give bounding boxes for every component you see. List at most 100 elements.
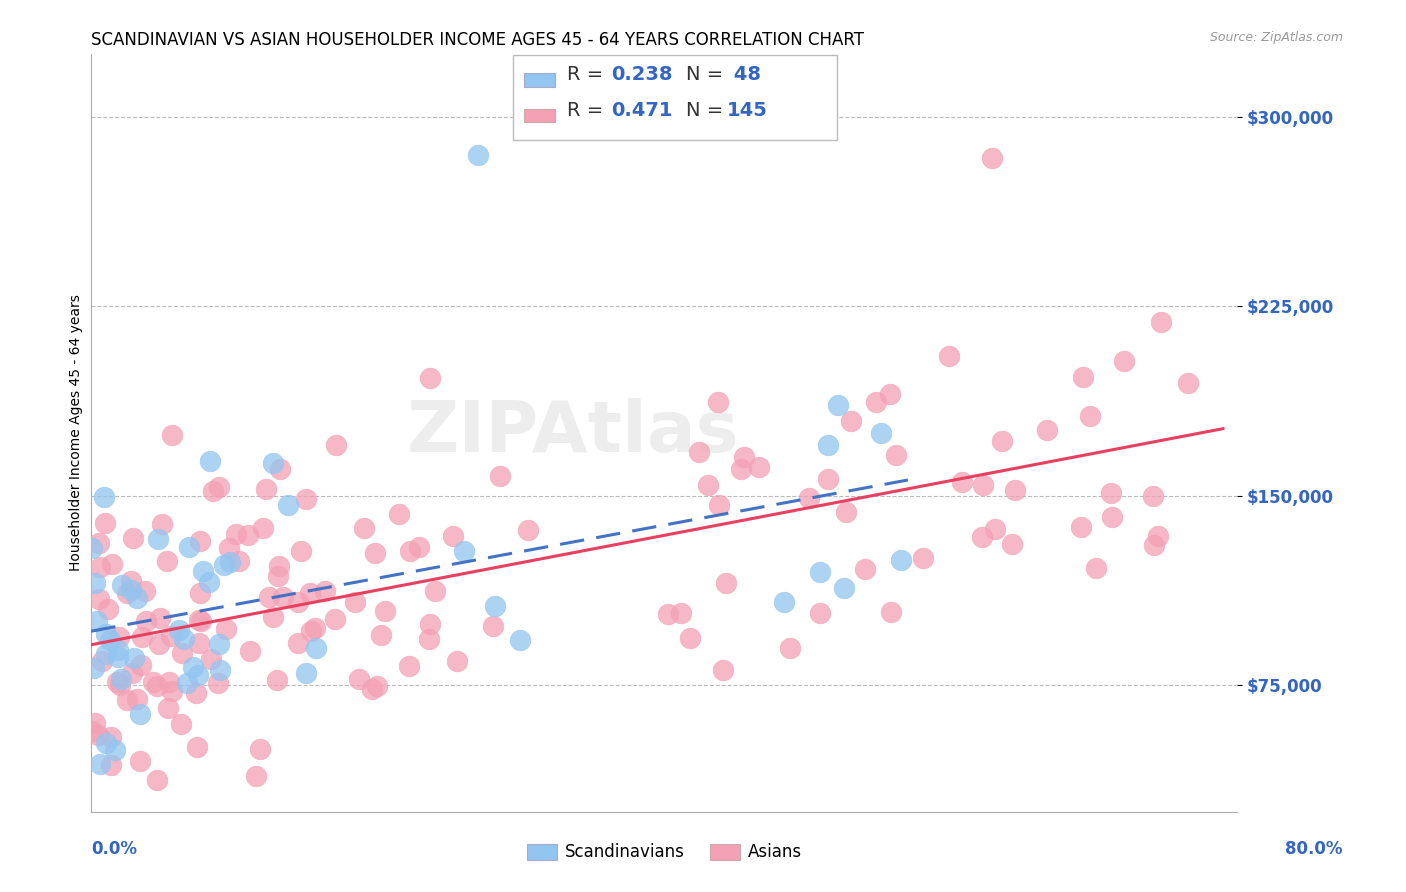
Point: [188, 636, 211, 650]
Point: [257, 591, 280, 605]
Point: [110, 672, 132, 686]
Point: [305, 640, 328, 655]
Point: [657, 607, 679, 621]
Point: [349, 673, 371, 687]
Point: [271, 590, 294, 604]
Point: [482, 619, 505, 633]
Point: [277, 498, 299, 512]
Point: [1112, 354, 1135, 368]
Point: [98, 633, 121, 648]
Point: [122, 651, 145, 665]
Point: [484, 599, 506, 613]
Point: [218, 556, 240, 570]
Point: [160, 684, 183, 698]
Point: [950, 475, 973, 489]
Point: [94, 627, 117, 641]
Text: 0.0%: 0.0%: [91, 840, 138, 858]
Point: [295, 492, 318, 507]
Point: [156, 554, 179, 568]
Point: [361, 681, 384, 696]
Point: [267, 559, 290, 574]
Point: [208, 638, 231, 652]
Point: [249, 742, 271, 756]
Point: [104, 743, 127, 757]
Point: [1177, 376, 1199, 390]
Point: [169, 717, 191, 731]
Point: [707, 395, 730, 409]
Point: [314, 583, 336, 598]
Text: 145: 145: [727, 101, 768, 120]
Point: [173, 632, 195, 647]
Point: [467, 147, 489, 161]
Point: [176, 675, 198, 690]
Point: [96, 647, 118, 661]
Text: 0.238: 0.238: [612, 65, 673, 85]
Point: [269, 462, 291, 476]
Point: [827, 398, 849, 412]
Point: [100, 758, 122, 772]
Point: [93, 490, 115, 504]
Point: [142, 674, 165, 689]
Point: [160, 629, 183, 643]
Point: [146, 679, 169, 693]
Point: [188, 613, 211, 627]
Point: [733, 450, 755, 464]
Point: [129, 754, 152, 768]
Point: [1070, 520, 1092, 534]
Point: [325, 438, 347, 452]
Point: [419, 371, 441, 385]
Point: [835, 504, 858, 518]
Point: [1146, 528, 1168, 542]
Point: [134, 583, 156, 598]
Point: [149, 610, 172, 624]
Point: [91, 654, 114, 668]
Point: [1099, 486, 1122, 500]
Point: [170, 646, 193, 660]
Point: [135, 614, 157, 628]
Point: [366, 679, 388, 693]
Point: [87, 728, 110, 742]
Point: [707, 498, 730, 512]
Point: [1004, 483, 1026, 497]
Text: N =: N =: [686, 101, 730, 120]
Point: [884, 448, 907, 462]
Point: [991, 434, 1014, 449]
Point: [509, 632, 531, 647]
Point: [1142, 490, 1164, 504]
Point: [679, 631, 702, 645]
Point: [86, 614, 108, 628]
Point: [187, 667, 209, 681]
Point: [218, 541, 240, 555]
Point: [374, 604, 396, 618]
Text: Source: ZipAtlas.com: Source: ZipAtlas.com: [1209, 31, 1343, 45]
Point: [398, 658, 420, 673]
Point: [208, 480, 231, 494]
Point: [84, 575, 107, 590]
Point: [984, 522, 1007, 536]
Point: [157, 675, 180, 690]
Point: [1036, 423, 1059, 437]
Point: [256, 482, 278, 496]
Point: [80, 541, 103, 556]
Point: [245, 769, 267, 783]
Point: [697, 477, 720, 491]
Point: [120, 574, 142, 588]
Point: [84, 716, 107, 731]
Point: [972, 478, 994, 492]
Point: [880, 605, 903, 619]
Point: [236, 528, 259, 542]
Point: [748, 459, 770, 474]
Point: [262, 610, 284, 624]
Point: [214, 622, 236, 636]
Point: [1143, 538, 1166, 552]
Point: [262, 456, 284, 470]
Point: [323, 612, 346, 626]
Point: [200, 652, 222, 666]
Point: [209, 663, 232, 677]
Point: [83, 661, 105, 675]
Point: [239, 644, 262, 658]
Text: 80.0%: 80.0%: [1285, 840, 1343, 858]
Point: [299, 586, 322, 600]
Point: [425, 584, 447, 599]
Point: [730, 462, 752, 476]
